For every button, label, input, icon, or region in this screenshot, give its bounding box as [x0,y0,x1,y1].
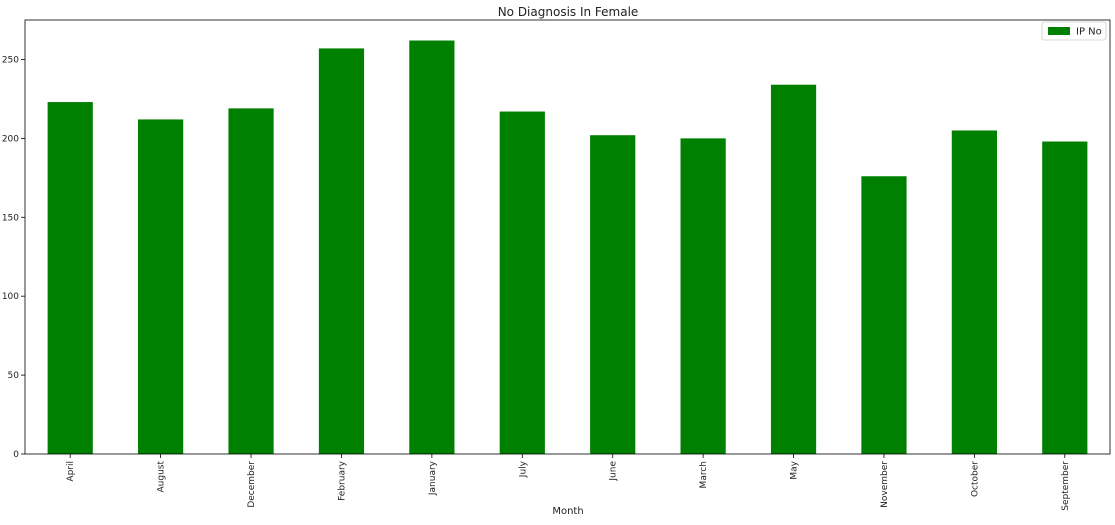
bar-may [770,84,817,455]
x-tick-label: July [518,460,528,478]
bar-november [861,176,907,455]
y-tick-label: 250 [2,55,19,65]
x-axis: April August December February January July Ju… [66,454,1071,511]
chart-title: No Diagnosis In Female [498,5,639,19]
y-tick-label: 100 [2,292,19,302]
legend-label: IP No [1076,27,1102,38]
bar-september [1042,141,1088,454]
bar-march [680,138,726,454]
y-tick-label: 0 [13,450,19,460]
bar-april [47,102,93,454]
bar-july [499,111,545,454]
legend-frame [1041,21,1107,41]
y-tick-label: 50 [8,371,20,381]
y-axis: 0 50 100 150 200 250 [2,55,25,460]
x-tick-label: September [1061,461,1071,511]
bar-august [138,119,184,455]
x-tick-label: April [66,461,76,482]
bar-february [318,48,365,454]
legend-swatch [1048,27,1070,35]
bar-december [228,108,274,455]
x-tick-label: January [428,460,438,496]
bars-group [47,40,1088,455]
x-tick-label: August [157,461,167,493]
x-tick-label: June [609,461,619,482]
x-tick-label: October [970,461,980,497]
x-tick-label: May [790,460,800,479]
y-tick-label: 200 [2,134,19,144]
legend: IP No [1041,21,1107,41]
x-tick-label: March [699,461,709,488]
x-tick-label: February [337,460,347,501]
x-tick-label: December [247,461,257,508]
bar-october [951,130,997,455]
y-tick-label: 150 [2,213,19,223]
x-tick-label: November [880,461,890,508]
x-axis-label: Month [552,506,583,517]
bar-june [590,135,636,454]
bar-january [409,40,455,455]
plot-frame [24,19,1111,455]
